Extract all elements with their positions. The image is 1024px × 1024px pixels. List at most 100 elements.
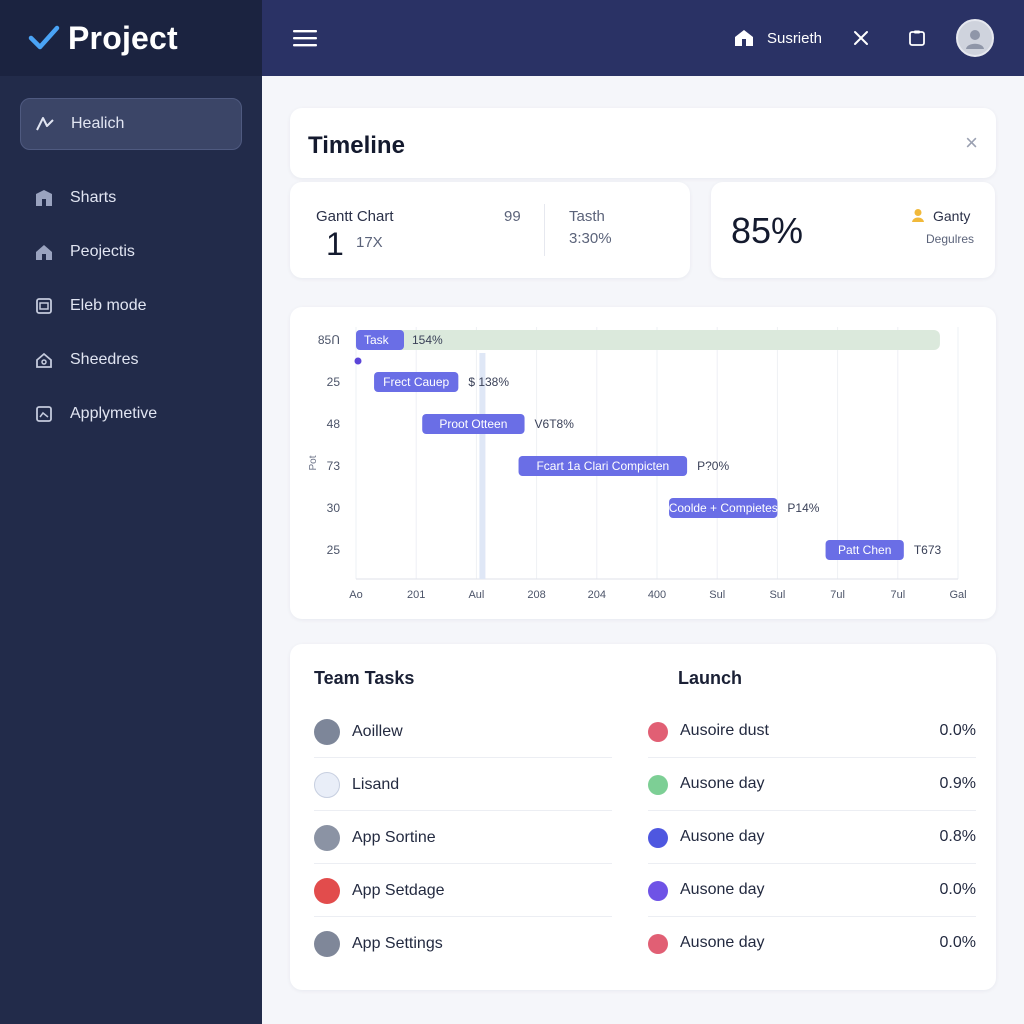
y-tick-label: 25 — [327, 543, 341, 557]
team-tasks-title: Team Tasks — [314, 668, 415, 688]
table-row[interactable]: App Settings Ausone day 0.0% — [314, 917, 976, 970]
task-label: Patt Chen — [838, 543, 891, 557]
menu-icon[interactable] — [292, 28, 318, 48]
sidebar-item-peojectis[interactable]: Peojectis — [20, 226, 242, 278]
table-row[interactable]: Aoillew Ausoire dust 0.0% — [314, 705, 976, 758]
task-name: Lisand — [352, 775, 400, 793]
top-bar: Susrieth — [262, 0, 1024, 76]
avatar — [314, 718, 340, 745]
task-label: Proot Otteen — [439, 417, 507, 431]
launch-text: Ausoire dust — [680, 722, 769, 739]
status-dot — [648, 934, 668, 954]
sidebar-item-label: Sheedres — [70, 351, 139, 368]
avatar — [314, 771, 340, 798]
analytics-icon — [36, 117, 54, 131]
sidebar-item-sharts[interactable]: Sharts — [20, 172, 242, 224]
task-label: Fcart 1a Clari Compicten — [536, 459, 669, 473]
task-label: Coolde + Compietes — [669, 501, 778, 515]
x-tick-label: 7ul — [890, 589, 905, 601]
launch-text: Ausone day — [680, 828, 765, 845]
sidebar-item-applymetive[interactable]: Applymetive — [20, 388, 242, 440]
task-track — [356, 330, 940, 350]
task-value-label: P14% — [787, 501, 819, 515]
x-tick-label: 201 — [407, 589, 425, 601]
sidebar-item-label: Eleb mode — [70, 297, 147, 314]
task-label: Task — [364, 333, 390, 347]
task-bar — [518, 456, 688, 476]
sidebar-item-label: Peojectis — [70, 243, 135, 260]
home-icon — [36, 245, 52, 260]
task-value-label: V6T8% — [535, 417, 575, 431]
brand[interactable]: Project — [0, 0, 262, 76]
gantt-big-value: 1 — [326, 226, 344, 262]
image-icon — [36, 406, 52, 422]
top-actions: Susrieth — [733, 0, 994, 76]
current-date-marker — [479, 353, 486, 579]
tasth-value: 3:30% — [569, 230, 612, 247]
y-tick-label: 73 — [327, 459, 341, 473]
ganty-label: Ganty — [933, 208, 971, 224]
task-value: 0.0% — [939, 881, 976, 898]
launch-text: Ausone day — [680, 934, 765, 951]
task-value-label: 154% — [412, 333, 443, 347]
timeline-header-card: Timeline × — [290, 108, 996, 178]
x-tick-label: 7ul — [830, 589, 845, 601]
x-tick-label: 204 — [588, 589, 606, 601]
page-title: Timeline — [308, 132, 405, 159]
building-icon — [36, 190, 52, 206]
task-bar — [422, 414, 525, 434]
user-menu[interactable]: Susrieth — [733, 28, 822, 48]
task-bar — [356, 330, 404, 350]
sidebar-item-healich[interactable]: Healich — [20, 98, 242, 150]
sidebar-nav: Healich Sharts Peojectis Eleb mode Sheed… — [0, 76, 262, 464]
table-row[interactable]: App Setdage Ausone day 0.0% — [314, 864, 976, 917]
app-title: Project — [68, 19, 178, 56]
user-label: Susrieth — [766, 29, 822, 47]
status-dot — [648, 722, 668, 742]
clipboard-button[interactable] — [900, 21, 934, 55]
close-icon — [854, 31, 868, 45]
table-row[interactable]: App Sortine Ausone day 0.8% — [314, 811, 976, 864]
avatar — [314, 877, 340, 904]
gantt-chart: Ao 201 Aul 208 204 400 Sul Sul 7ul 7ul Gal Pot 85Ո 25… — [308, 327, 967, 601]
avatar[interactable] — [956, 19, 994, 57]
task-name: Aoillew — [352, 722, 403, 740]
gantt-stat-card: Gantt Chart 1 17X 99 Tasth 3:30% — [290, 182, 690, 278]
status-dot — [648, 881, 668, 901]
task-name: App Setdage — [352, 881, 445, 899]
task-value: 0.0% — [939, 722, 976, 739]
task-bar — [825, 540, 904, 560]
gantt-chart-label: Gantt Chart — [316, 208, 394, 225]
gantt-count: 99 — [504, 208, 521, 225]
row-divider — [314, 810, 612, 811]
table-row[interactable]: Lisand Ausone day 0.9% — [314, 758, 976, 811]
sidebar-item-sheedres[interactable]: Sheedres — [20, 334, 242, 386]
sidebar-item-label: Healich — [71, 115, 125, 132]
timeline-close-icon[interactable]: × — [965, 130, 978, 155]
task-value: 0.9% — [939, 775, 976, 792]
x-tick-label: Gal — [949, 589, 966, 601]
task-bar — [669, 498, 778, 518]
gantt-chart-card: Ao 201 Aul 208 204 400 Sul Sul 7ul 7ul Gal Pot 85Ո 25… — [290, 307, 996, 619]
checkmark-logo-icon — [28, 25, 60, 50]
y-tick-label: 25 — [327, 375, 341, 389]
x-tick-label: Sul — [769, 589, 785, 601]
task-bar — [374, 372, 459, 392]
status-dot — [648, 775, 668, 795]
task-value: 0.8% — [939, 828, 976, 845]
task-name: App Sortine — [352, 828, 436, 846]
close-button[interactable] — [844, 21, 878, 55]
avatar — [314, 930, 340, 957]
row-divider — [314, 757, 612, 758]
row-divider — [648, 916, 976, 917]
task-label: Frect Cauep — [383, 375, 449, 389]
sidebar-item-eleb-mode[interactable]: Eleb mode — [20, 280, 242, 332]
percent-stat-card: 85% Ganty Degulres — [711, 182, 995, 278]
x-tick-label: Sul — [709, 589, 725, 601]
x-tick-label: 208 — [527, 589, 545, 601]
home-outline-icon — [36, 352, 52, 368]
sidebar-item-label: Sharts — [70, 189, 117, 206]
user-icon — [912, 209, 924, 222]
status-dot — [648, 828, 668, 848]
start-dot — [354, 357, 362, 365]
